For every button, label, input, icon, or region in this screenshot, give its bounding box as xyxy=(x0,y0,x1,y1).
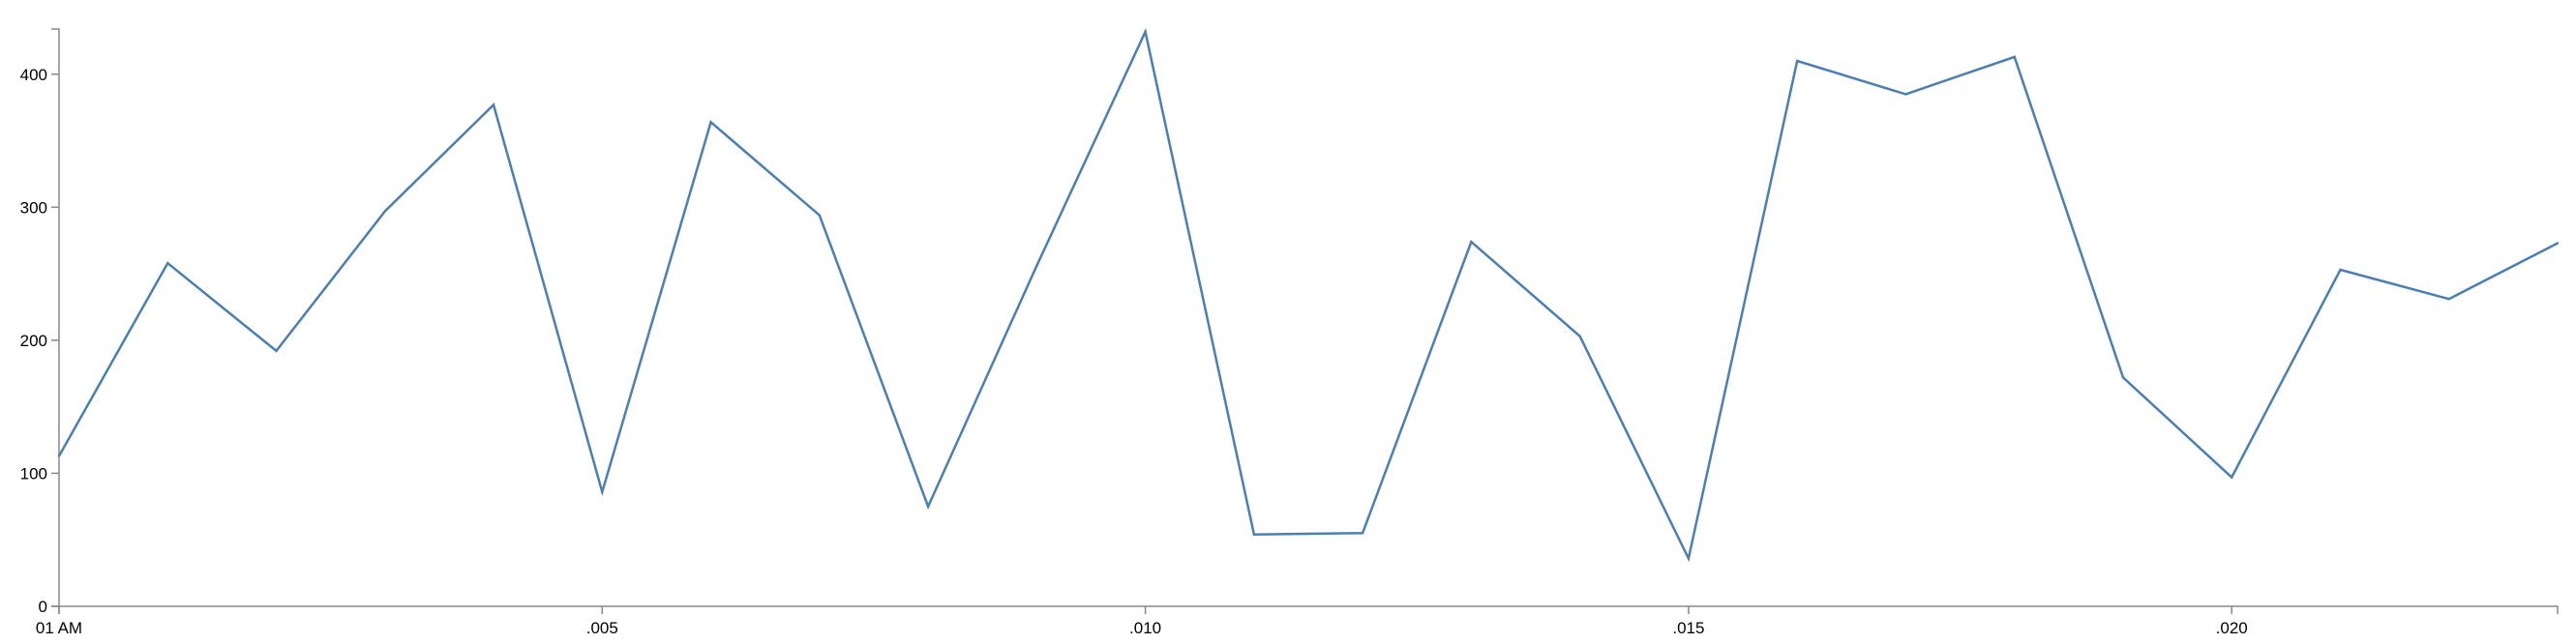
data-point xyxy=(1904,93,1907,96)
data-point xyxy=(709,121,712,124)
data-point xyxy=(1144,30,1147,33)
data-point xyxy=(275,349,278,353)
x-tick-label: .020 xyxy=(2216,619,2248,637)
x-tick-label: .010 xyxy=(1129,619,1161,637)
y-tick-label: 400 xyxy=(20,66,47,84)
data-point xyxy=(1795,59,1799,63)
data-point xyxy=(1578,335,1581,337)
data-point xyxy=(2556,242,2560,245)
data-point xyxy=(383,210,386,213)
y-tick-label: 200 xyxy=(20,332,47,350)
y-tick-label: 100 xyxy=(20,464,47,483)
series-line xyxy=(57,27,2559,563)
data-point xyxy=(601,490,604,493)
x-axis: 01 AM .005 .010 .015 .020 xyxy=(36,605,2559,637)
data-point xyxy=(1252,533,1256,536)
data-point xyxy=(2231,476,2233,479)
data-point xyxy=(1035,264,1038,268)
data-point xyxy=(926,505,930,509)
data-point xyxy=(57,454,61,457)
y-tick-label: 300 xyxy=(20,198,47,217)
x-axis-line xyxy=(58,605,2559,614)
data-point xyxy=(2121,376,2125,379)
data-point xyxy=(2013,55,2016,59)
data-point xyxy=(1470,240,1473,244)
data-point xyxy=(1687,557,1691,560)
data-point xyxy=(818,214,822,217)
data-point xyxy=(492,103,495,106)
x-tick-label: .005 xyxy=(586,619,618,637)
y-axis: 0 100 200 300 400 xyxy=(20,28,60,616)
data-point xyxy=(2339,268,2342,272)
x-tick-label: 01 AM xyxy=(36,619,82,637)
data-point xyxy=(166,261,169,265)
data-point xyxy=(2447,298,2450,301)
y-axis-line xyxy=(51,28,60,607)
x-tick-label: .015 xyxy=(1672,619,1704,637)
data-point xyxy=(1361,532,1364,535)
series-layer xyxy=(57,27,2560,563)
y-tick-label: 0 xyxy=(39,598,47,616)
